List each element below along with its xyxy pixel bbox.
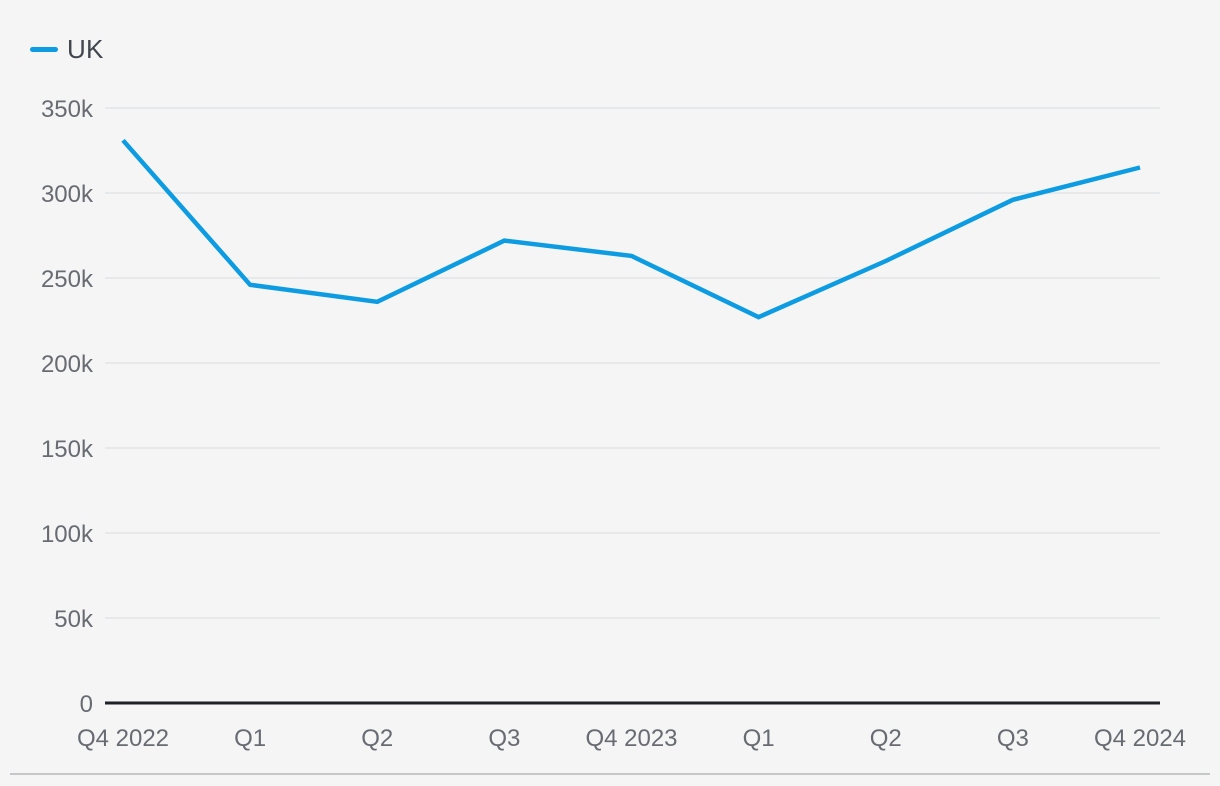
x-tick-label-3: Q3 <box>488 725 520 752</box>
legend: UK <box>30 35 104 63</box>
x-tick-label-2: Q2 <box>361 725 393 752</box>
x-tick-label-0: Q4 2022 <box>77 725 169 752</box>
y-tick-label-250k: 250k <box>41 266 94 293</box>
x-tick-label-4: Q4 2023 <box>585 725 677 752</box>
y-tick-label-0: 0 <box>80 691 93 718</box>
x-tick-label-7: Q3 <box>997 725 1029 752</box>
y-tick-label-100k: 100k <box>41 521 94 548</box>
legend-label-uk: UK <box>67 34 104 64</box>
y-tick-label-200k: 200k <box>41 351 94 378</box>
series-line-UK <box>121 138 1141 320</box>
y-tick-label-50k: 50k <box>54 606 94 633</box>
x-tick-label-1: Q1 <box>234 725 266 752</box>
bottom-divider <box>10 773 1210 775</box>
x-tick-label-6: Q2 <box>870 725 902 752</box>
y-tick-label-300k: 300k <box>41 181 94 208</box>
x-tick-label-5: Q1 <box>743 725 775 752</box>
legend-line-swatch <box>30 46 58 52</box>
y-tick-label-350k: 350k <box>41 96 94 123</box>
x-tick-label-8: Q4 2024 <box>1094 725 1186 752</box>
y-tick-label-150k: 150k <box>41 436 94 463</box>
